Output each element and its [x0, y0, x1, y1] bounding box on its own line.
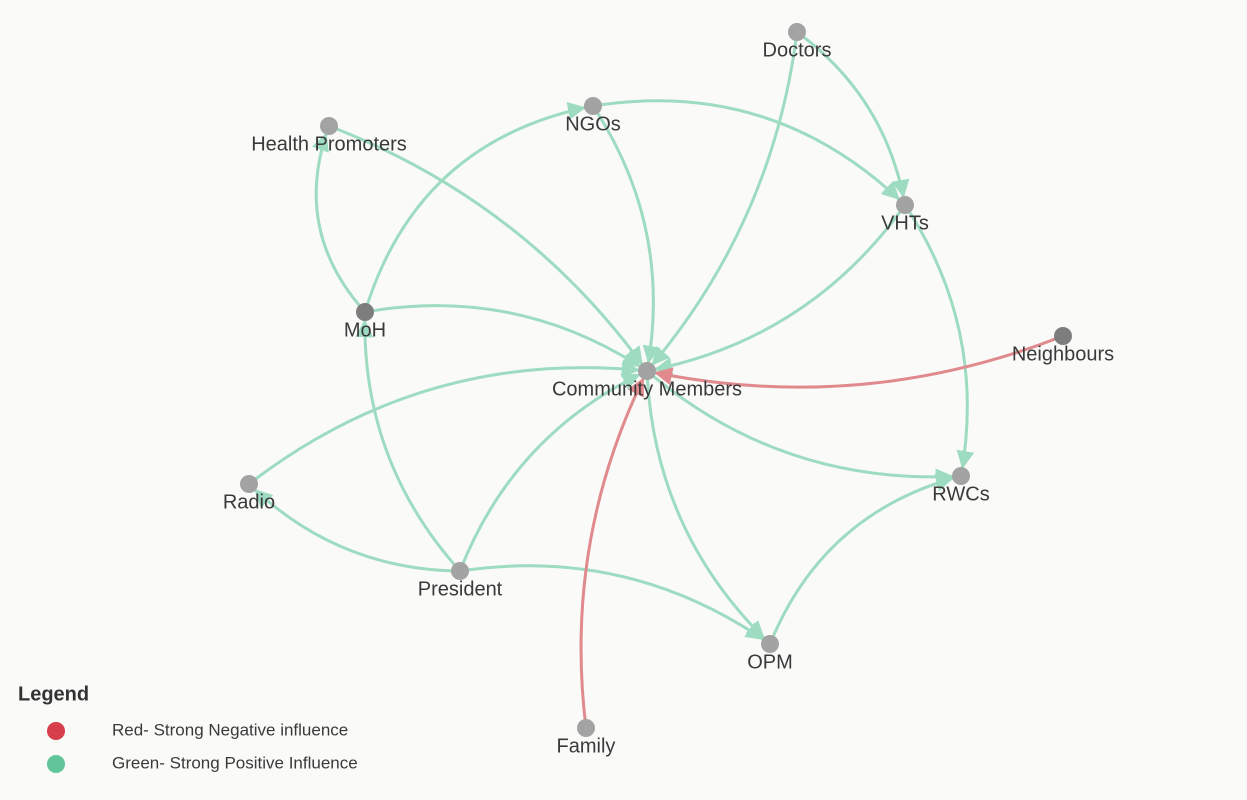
edge	[903, 204, 975, 477]
node-label: Health Promoters	[251, 133, 407, 155]
legend-swatch	[47, 755, 65, 773]
node-label: NGOs	[565, 113, 621, 135]
node	[584, 97, 602, 115]
edge	[458, 369, 648, 572]
node	[240, 475, 258, 493]
node-label: Family	[557, 735, 616, 757]
edge	[646, 204, 907, 376]
node-label: VHTs	[881, 212, 929, 234]
edge	[311, 125, 367, 314]
node	[788, 23, 806, 41]
edge	[328, 124, 649, 372]
edges	[247, 30, 1064, 729]
node	[896, 196, 914, 214]
node-label: President	[418, 578, 503, 600]
node-label: Doctors	[763, 39, 832, 61]
edge	[248, 359, 648, 486]
node-label: RWCs	[932, 483, 989, 505]
nodes: Doctors NGOs Health Promoters VHTs MoH Neighb…	[223, 23, 1114, 757]
edge	[247, 482, 461, 573]
edge	[796, 30, 910, 206]
edge	[363, 102, 594, 313]
edge	[591, 105, 661, 372]
node-label: Radio	[223, 491, 275, 513]
edge	[579, 370, 649, 729]
legend-label: Red- Strong Negative influence	[112, 720, 348, 739]
edge	[768, 473, 962, 645]
legend-label: Green- Strong Positive Influence	[112, 753, 358, 772]
edge	[646, 369, 962, 487]
edge	[646, 334, 1064, 389]
edge	[592, 99, 907, 207]
edge	[645, 370, 772, 646]
node-label: Community Members	[552, 378, 742, 400]
node	[952, 467, 970, 485]
edge	[645, 31, 799, 372]
legend-title: Legend	[18, 683, 89, 705]
node	[761, 635, 779, 653]
node	[638, 362, 656, 380]
legend: Legend Red- Strong Negative influence Gre…	[18, 683, 358, 773]
edge	[355, 311, 462, 573]
node	[1054, 327, 1072, 345]
node	[451, 562, 469, 580]
node	[320, 117, 338, 135]
edge	[459, 564, 771, 646]
node	[356, 303, 374, 321]
edge	[364, 304, 648, 373]
node-label: OPM	[747, 651, 793, 673]
node-label: MoH	[344, 319, 386, 341]
legend-swatch	[47, 722, 65, 740]
node-label: Neighbours	[1012, 343, 1114, 365]
node	[577, 719, 595, 737]
